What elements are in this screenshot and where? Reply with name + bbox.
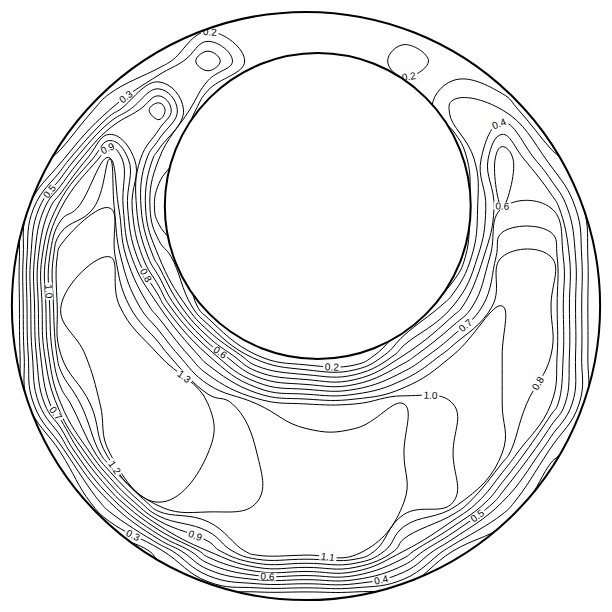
svg-text:0.5: 0.5: [468, 507, 486, 524]
svg-text:0.3: 0.3: [124, 527, 142, 543]
svg-text:0.9: 0.9: [99, 140, 117, 156]
svg-text:1.0: 1.0: [423, 389, 438, 401]
svg-text:0.8: 0.8: [138, 267, 155, 285]
svg-text:0.4: 0.4: [491, 116, 508, 131]
svg-text:0.2: 0.2: [401, 70, 417, 83]
svg-text:1.2: 1.2: [106, 459, 123, 477]
svg-text:0.6: 0.6: [211, 344, 229, 361]
svg-text:0.2: 0.2: [203, 26, 218, 38]
svg-text:0.7: 0.7: [457, 316, 475, 334]
svg-text:1.0: 1.0: [43, 284, 55, 299]
svg-text:0.5: 0.5: [41, 182, 59, 200]
svg-text:0.6: 0.6: [495, 200, 510, 212]
svg-text:1.3: 1.3: [175, 368, 193, 385]
svg-text:0.4: 0.4: [373, 573, 389, 587]
svg-text:0.7: 0.7: [47, 404, 64, 422]
svg-text:0.9: 0.9: [187, 528, 204, 543]
svg-text:0.2: 0.2: [325, 361, 340, 372]
svg-text:0.3: 0.3: [117, 88, 135, 105]
svg-text:0.8: 0.8: [530, 374, 547, 392]
svg-text:0.6: 0.6: [260, 571, 275, 583]
svg-text:1.1: 1.1: [320, 551, 336, 564]
